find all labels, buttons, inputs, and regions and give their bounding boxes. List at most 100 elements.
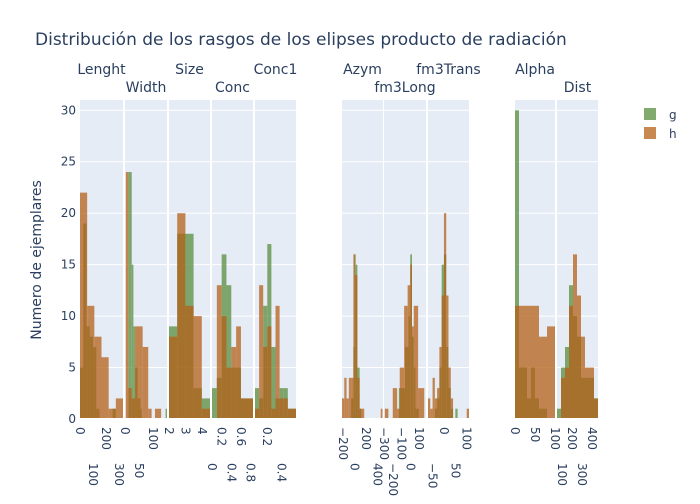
bar-h-dist[interactable] [577,295,581,419]
bar-h-azym[interactable] [344,377,347,419]
bar-h-fm3long[interactable] [404,305,408,419]
x-tick-label: 200 [359,427,373,450]
subplots: Lenght0510152025300100200300Width050100S… [61,62,599,496]
bar-h-lenght[interactable] [115,398,123,419]
bar-g-conc[interactable] [212,388,217,419]
bar-h-width[interactable] [142,346,149,419]
bar-h-fm3long[interactable] [384,408,389,419]
bar-h-conc1[interactable] [255,408,260,419]
bar-h-conc1[interactable] [259,285,264,419]
bar-h-lenght[interactable] [94,336,102,419]
bar-h-fm3trans[interactable] [434,398,438,419]
bar-g-conc1[interactable] [255,388,260,419]
bar-h-lenght[interactable] [101,357,109,419]
bar-h-fm3trans[interactable] [466,408,469,419]
bar-h-fm3trans[interactable] [430,408,433,419]
bar-h-dist[interactable] [561,377,565,419]
bar-h-alpha[interactable] [523,305,531,419]
plot-background [342,100,383,419]
bar-g-conc1[interactable] [271,346,276,419]
bar-h-lenght[interactable] [87,305,95,419]
bar-h-azym[interactable] [342,398,345,419]
bar-h-conc[interactable] [236,326,241,419]
legend-item-g[interactable]: g [644,108,677,122]
legend[interactable]: gh [644,108,677,141]
bar-h-dist[interactable] [565,367,569,419]
bar-h-azym[interactable] [353,254,356,419]
bar-h-conc[interactable] [226,367,232,419]
bar-h-fm3long[interactable] [407,285,411,419]
bar-h-fm3trans[interactable] [448,367,451,419]
bar-h-size[interactable] [193,316,202,419]
bar-h-fm3trans[interactable] [446,295,449,419]
bar-h-fm3long[interactable] [413,305,419,419]
bar-g-conc[interactable] [226,285,232,419]
bar-h-dist[interactable] [573,254,577,419]
bar-h-width[interactable] [148,408,152,419]
bar-h-conc1[interactable] [263,346,268,419]
bar-h-fm3long[interactable] [418,388,425,419]
bar-h-conc1[interactable] [283,398,288,419]
bar-h-azym[interactable] [359,408,362,419]
bar-h-fm3trans[interactable] [432,377,435,419]
bar-h-lenght[interactable] [108,408,116,419]
bar-h-conc1[interactable] [287,408,296,419]
bar-h-dist[interactable] [594,398,598,419]
bar-h-fm3trans[interactable] [428,398,431,419]
bar-h-azym[interactable] [380,408,383,419]
bar-h-conc[interactable] [216,285,222,419]
bar-h-dist[interactable] [569,305,573,419]
bar-g-width[interactable] [165,408,167,419]
bar-h-dist[interactable] [581,336,585,419]
bar-h-size[interactable] [185,305,194,419]
bar-h-conc[interactable] [221,316,227,419]
bar-h-width[interactable] [135,326,143,419]
bar-h-fm3long[interactable] [410,264,412,419]
bar-h-fm3trans[interactable] [439,346,442,419]
bar-h-alpha[interactable] [531,305,539,419]
bar-g-dist[interactable] [557,408,561,419]
bar-h-lenght[interactable] [80,192,88,419]
bar-h-fm3trans[interactable] [450,398,454,419]
bar-g-width[interactable] [131,264,134,419]
bar-h-alpha[interactable] [539,336,547,419]
bar-h-conc[interactable] [240,398,253,419]
bar-h-size[interactable] [201,408,210,419]
bar-h-alpha[interactable] [547,326,555,419]
bar-h-azym[interactable] [346,398,349,419]
bar-h-fm3trans[interactable] [437,388,440,419]
bar-h-conc1[interactable] [279,398,284,419]
bar-h-conc[interactable] [231,346,237,419]
bar-h-conc1[interactable] [275,305,280,419]
bar-h-width[interactable] [128,388,132,419]
bar-g-size[interactable] [201,398,210,419]
bar-g-width[interactable] [133,326,136,419]
bar-h-conc1[interactable] [271,408,276,419]
bar-h-dist[interactable] [585,367,589,419]
bar-g-fm3trans[interactable] [455,408,458,419]
bar-h-fm3long[interactable] [399,367,405,419]
bar-h-azym[interactable] [351,377,354,419]
subplot-alpha: Alpha 0 50 100 [508,62,562,450]
bar-h-width[interactable] [131,398,136,419]
bar-h-azym[interactable] [348,377,352,419]
legend-item-h[interactable]: h [644,127,677,141]
bar-h-size[interactable] [177,213,186,419]
bar-h-width[interactable] [154,408,162,419]
bar-h-azym[interactable] [357,377,360,419]
bar-h-fm3trans[interactable] [443,213,447,419]
bar-h-dist[interactable] [589,367,594,419]
bar-h-fm3long[interactable] [412,326,414,419]
bar-h-conc1[interactable] [267,326,272,419]
bar-g-width[interactable] [128,172,132,419]
bar-h-size[interactable] [169,336,178,419]
bar-h-fm3long[interactable] [392,388,398,419]
x-tick-label: −50 [426,463,440,488]
bar-g-alpha[interactable] [515,110,519,420]
bar-h-fm3long[interactable] [397,408,400,419]
bar-h-fm3trans[interactable] [441,295,444,419]
bar-h-azym[interactable] [355,274,358,419]
bar-h-azym[interactable] [361,408,365,419]
bar-h-alpha[interactable] [515,305,523,419]
bar-h-width[interactable] [125,172,129,419]
